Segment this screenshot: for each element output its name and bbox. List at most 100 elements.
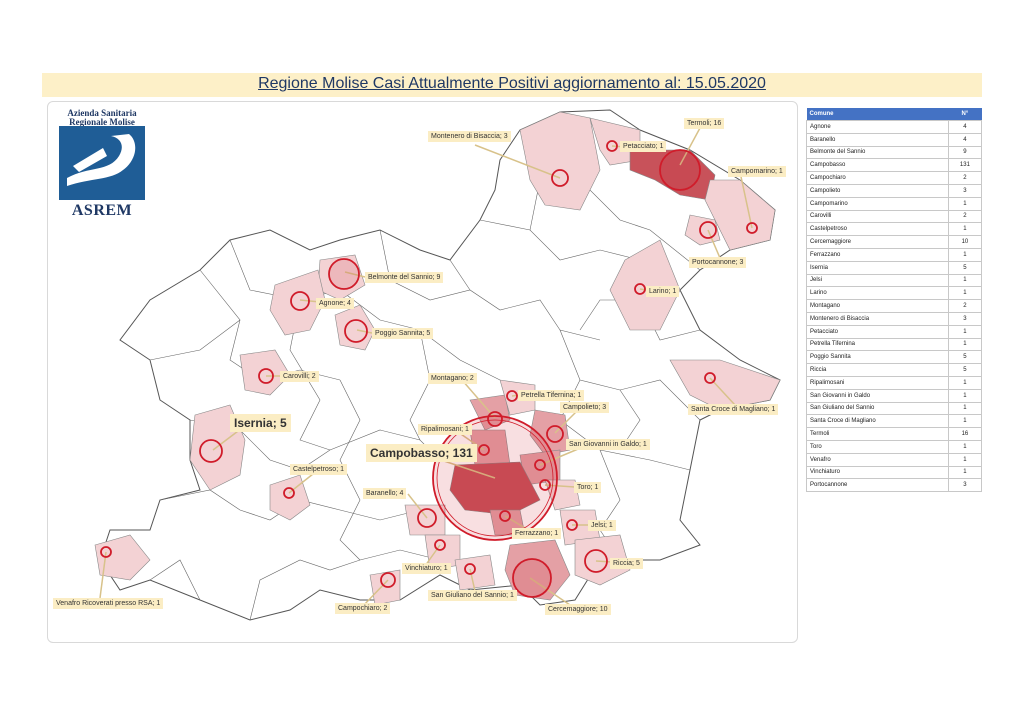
- cell-count: 1: [947, 452, 983, 467]
- callout-campomarino: Campomarino; 1: [728, 166, 786, 177]
- cell-comune: Baranello: [806, 132, 949, 147]
- cell-comune: Carovilli: [806, 209, 949, 224]
- cell-comune: Larino: [806, 286, 949, 301]
- cell-count: 1: [947, 196, 983, 211]
- bubble-baranello: [417, 508, 437, 528]
- cell-count: 1: [947, 439, 983, 454]
- bubble-montenero: [551, 169, 569, 187]
- callout-sangiovanni: San Giovanni in Galdo; 1: [566, 439, 650, 450]
- area-montenero: [519, 111, 601, 211]
- table-row: San Giovanni in Galdo 1: [806, 388, 983, 403]
- callout-ripalimosani: Ripalimosani; 1: [418, 424, 472, 435]
- table-row: Portocannone 3: [806, 478, 983, 493]
- table-row: Ripalimosani 1: [806, 375, 983, 390]
- cell-comune: Poggio Sannita: [806, 350, 949, 365]
- table-row: Campobasso 131: [806, 158, 983, 173]
- cell-comune: Isernia: [806, 260, 949, 275]
- callout-toro: Toro; 1: [574, 482, 602, 493]
- cell-count: 1: [947, 375, 983, 390]
- bubble-sangiovanni: [534, 459, 546, 471]
- title-bar: Regione Molise Casi Attualmente Positivi…: [42, 73, 982, 97]
- table-row: Larino 1: [806, 286, 983, 301]
- cell-count: 5: [947, 260, 983, 275]
- cell-comune: Toro: [806, 439, 949, 454]
- page-title: Regione Molise Casi Attualmente Positivi…: [258, 75, 766, 92]
- bubble-isernia: [199, 439, 223, 463]
- table-row: Jelsi 1: [806, 273, 983, 288]
- cell-comune: Castelpetroso: [806, 222, 949, 237]
- header-comune: Comune: [806, 108, 949, 121]
- area-santacroce: [669, 359, 781, 411]
- cell-comune: Campochiaro: [806, 171, 949, 185]
- callout-campobasso: Campobasso; 131: [366, 444, 477, 462]
- table-row: Cercemaggiore 10: [806, 235, 983, 249]
- cell-comune: Campolieto: [806, 183, 949, 198]
- cell-comune: Ferrazzano: [806, 247, 949, 262]
- callout-vinchiaturo: Vinchiaturo; 1: [402, 563, 451, 574]
- table-row: Montenero di Bisaccia 3: [806, 311, 983, 326]
- table-body: Agnone 4 Baranello 4 Belmonte del Sannio 9 Cam…: [806, 120, 983, 493]
- area-campomarino: [704, 179, 776, 251]
- callout-montagano: Montagano; 2: [428, 373, 477, 384]
- table-row: Toro 1: [806, 439, 983, 454]
- cases-table: Comune N° Agnone 4 Baranello 4 Belmonte del …: [806, 108, 983, 493]
- bubble-larino: [634, 283, 646, 295]
- bubble-santacroce: [704, 372, 716, 384]
- table-row: Petacciato 1: [806, 324, 983, 339]
- callout-castelpetroso: Castelpetroso; 1: [290, 464, 347, 475]
- callout-venafro: Venafro Ricoverati presso RSA; 1: [53, 598, 164, 609]
- cell-comune: Termoli: [806, 427, 949, 441]
- bubble-portocannone: [699, 221, 717, 239]
- cell-count: 1: [947, 273, 983, 288]
- table-row: Montagano 2: [806, 299, 983, 313]
- logo-line-1: Azienda Sanitaria: [67, 108, 137, 118]
- cell-count: 3: [947, 183, 983, 198]
- callout-belmonte: Belmonte del Sannio; 9: [365, 272, 444, 283]
- cell-count: 2: [947, 209, 983, 224]
- area-sangiuliano: [454, 554, 496, 591]
- asrem-logo: Azienda Sanitaria Regionale Molise ASREM: [56, 108, 148, 220]
- bubble-vinchiaturo: [434, 539, 446, 551]
- area-cercemaggiore: [504, 539, 571, 601]
- table-row: Riccia 5: [806, 363, 983, 377]
- bubble-venafro: [100, 546, 112, 558]
- cell-comune: Venafro: [806, 452, 949, 467]
- bubble-belmonte: [328, 258, 360, 290]
- callout-campochiaro: Campochiaro; 2: [335, 603, 391, 614]
- cell-count: 131: [947, 158, 983, 173]
- callout-montenero: Montenero di Bisaccia; 3: [428, 131, 511, 142]
- table-row: Vinchiaturo 1: [806, 465, 983, 480]
- callout-carovilli: Carovilli; 2: [280, 371, 319, 382]
- callout-larino: Larino; 1: [646, 286, 680, 297]
- logo-brand: ASREM: [71, 202, 133, 219]
- callout-portocannone: Portocannone; 3: [689, 257, 747, 268]
- table-row: Campochiaro 2: [806, 171, 983, 185]
- cell-comune: Agnone: [806, 120, 949, 134]
- callout-santacroce: Santa Croce di Magliano; 1: [688, 404, 779, 415]
- table-row: Campomarino 1: [806, 196, 983, 211]
- area-termoli: [629, 149, 716, 201]
- table-row: Santa Croce di Magliano 1: [806, 414, 983, 429]
- callout-agnone: Agnone; 4: [316, 298, 354, 309]
- table-row: Termoli 16: [806, 427, 983, 441]
- callout-cercemaggiore: Cercemaggiore; 10: [545, 604, 611, 615]
- bubble-castelpetroso: [283, 487, 295, 499]
- cell-count: 1: [947, 222, 983, 237]
- cell-count: 2: [947, 171, 983, 185]
- cell-count: 5: [947, 350, 983, 365]
- area-carovilli: [239, 349, 291, 396]
- table-row: Ferrazzano 1: [806, 247, 983, 262]
- bubble-agnone: [290, 291, 310, 311]
- cell-count: 1: [947, 247, 983, 262]
- table-row: Isernia 5: [806, 260, 983, 275]
- area-venafro: [94, 534, 151, 581]
- logo-emblem: [59, 126, 145, 200]
- cell-comune: San Giuliano del Sannio: [806, 401, 949, 416]
- cell-comune: Cercemaggiore: [806, 235, 949, 249]
- bubble-poggio: [344, 319, 368, 343]
- table-row: Castelpetroso 1: [806, 222, 983, 237]
- table-header-row: Comune N°: [806, 108, 982, 121]
- cell-count: 1: [947, 414, 983, 429]
- callout-campolieto: Campolieto; 3: [560, 402, 610, 413]
